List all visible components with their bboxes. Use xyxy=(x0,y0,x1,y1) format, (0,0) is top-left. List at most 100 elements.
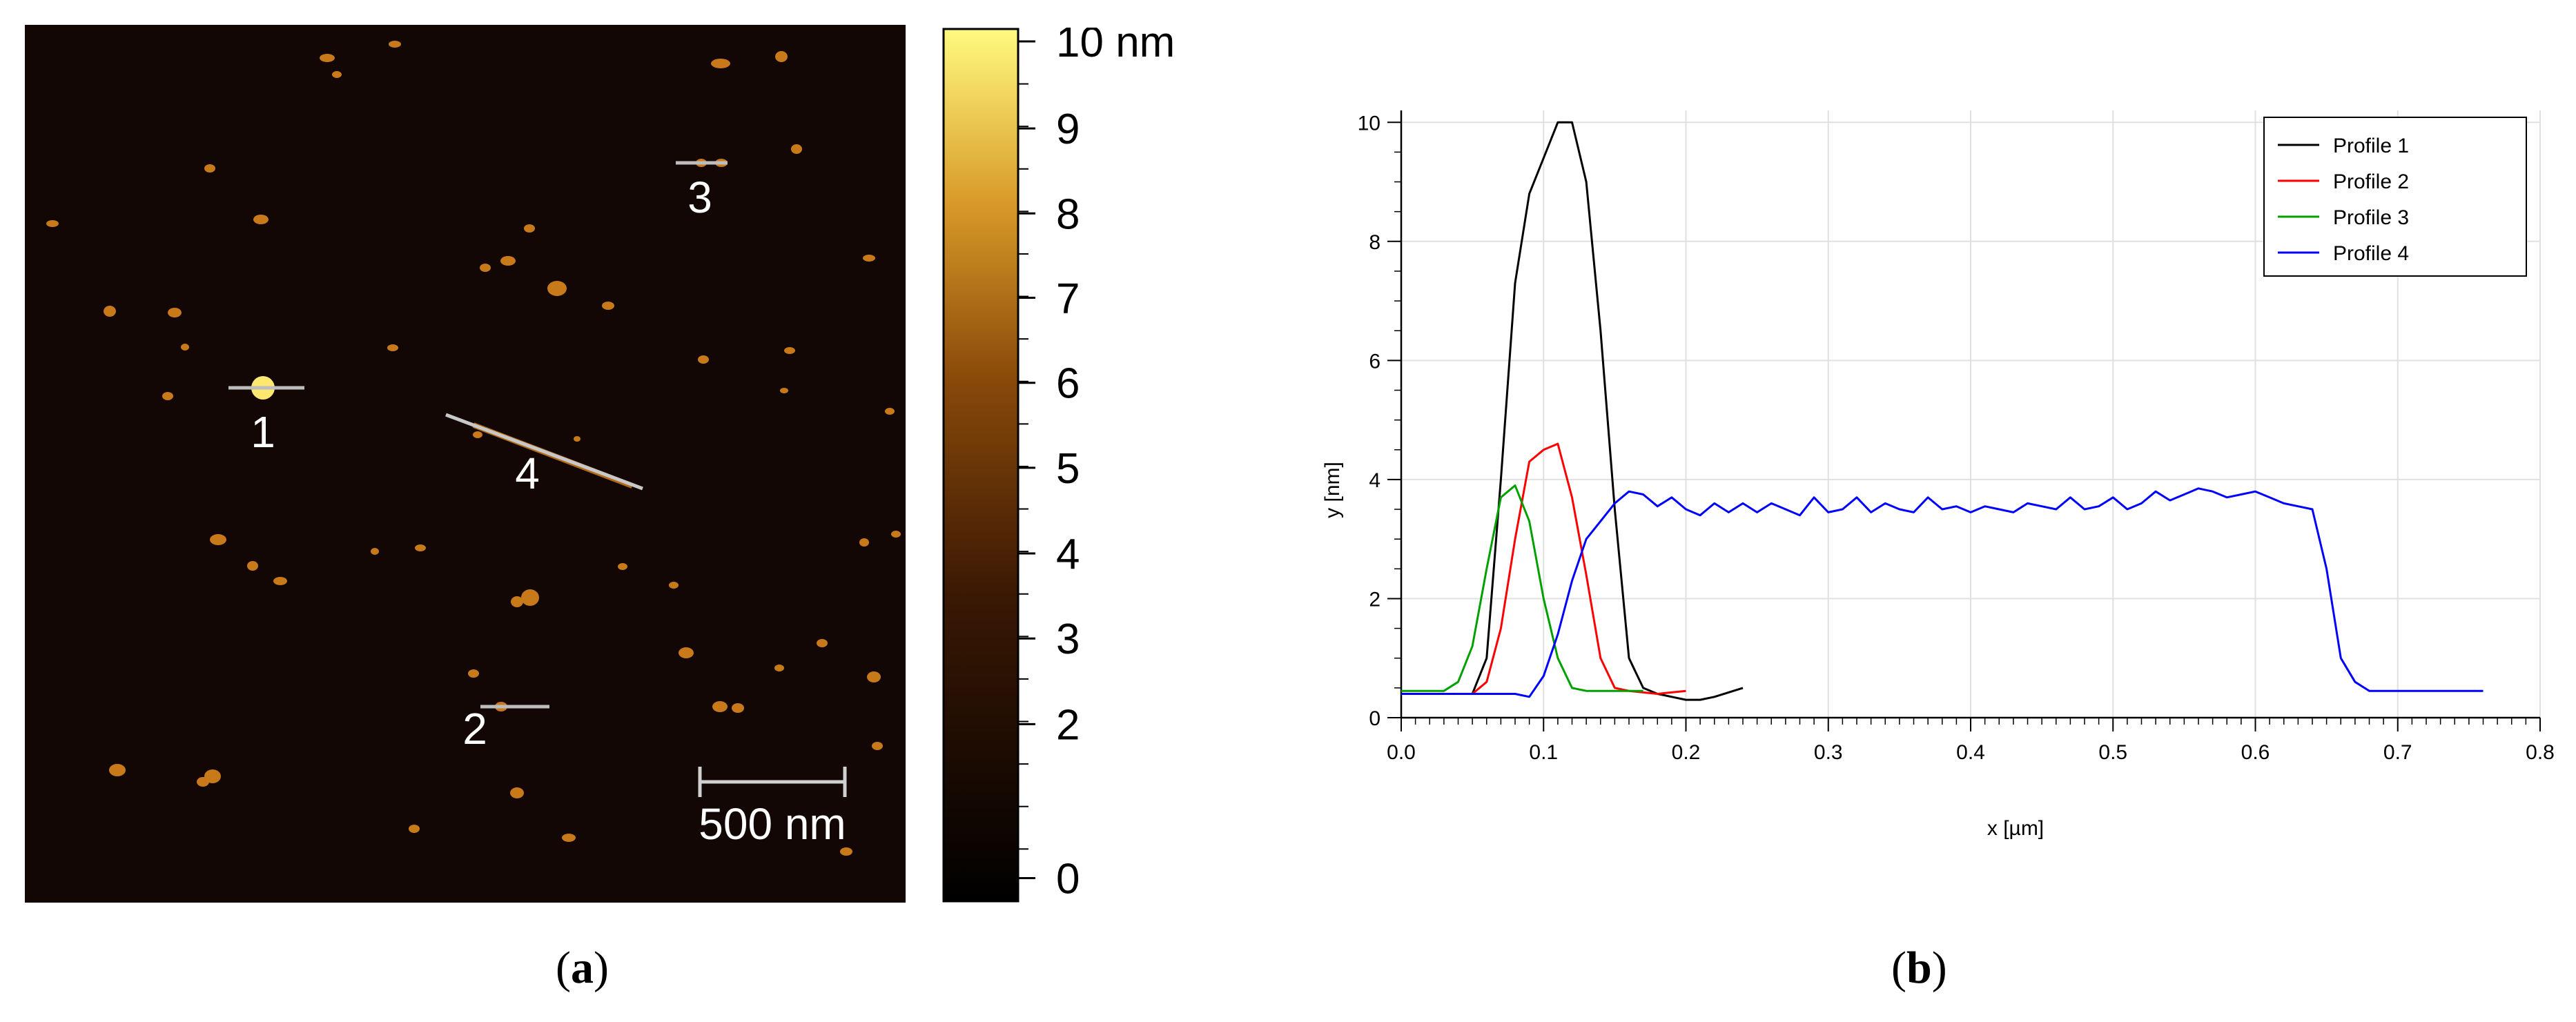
x-tick-label: 0.6 xyxy=(2241,741,2270,764)
afm-particle xyxy=(104,306,116,317)
afm-particle xyxy=(162,392,173,400)
colorbar-tick-label: 3 xyxy=(1056,616,1080,663)
colorbar-tick-label: 10 nm xyxy=(1056,28,1175,66)
afm-particle xyxy=(712,701,728,712)
profile-chart: 0.0 0.1 0.2 0.3 0.4 0.5 0.6 0.7 0.8 0 2 4 6 8 10 y [nm… xyxy=(1321,110,2555,840)
afm-particle xyxy=(547,281,567,296)
afm-particle xyxy=(562,834,576,842)
afm-particle xyxy=(510,787,524,798)
colorbar: 10 nm 9 8 7 6 5 4 3 2 0 xyxy=(942,28,1175,903)
legend-label: Profile 3 xyxy=(2333,206,2409,229)
colorbar-tick-label: 9 xyxy=(1056,106,1080,153)
afm-particle xyxy=(784,347,795,354)
colorbar-tick-label: 5 xyxy=(1056,445,1080,493)
x-tick-label: 0.7 xyxy=(2383,741,2412,764)
profile-4-line xyxy=(445,413,643,491)
afm-particle xyxy=(859,538,869,547)
afm-particle xyxy=(168,308,182,317)
afm-particle xyxy=(387,344,398,351)
legend-label: Profile 4 xyxy=(2333,242,2409,265)
afm-particle xyxy=(332,71,342,78)
afm-particle xyxy=(840,847,852,856)
plot-axes: 0.0 0.1 0.2 0.3 0.4 0.5 0.6 0.7 0.8 0 2 4 6 8 10 xyxy=(1358,110,2555,764)
colorbar-tick-label: 7 xyxy=(1056,275,1080,323)
scale-bar-label: 500 nm xyxy=(699,799,846,849)
afm-particle xyxy=(468,669,479,678)
y-tick-label: 0 xyxy=(1369,707,1380,730)
y-tick-label: 8 xyxy=(1369,231,1380,254)
afm-particle xyxy=(618,563,627,570)
afm-particle xyxy=(521,589,539,606)
afm-particle xyxy=(480,264,491,272)
y-axis-label: y [nm] xyxy=(1321,462,1344,518)
afm-background xyxy=(25,25,906,903)
afm-particle xyxy=(817,639,828,647)
series-line-1 xyxy=(1401,121,1744,701)
afm-particle xyxy=(711,59,730,68)
legend-box xyxy=(2263,117,2527,277)
colorbar-gradient xyxy=(942,28,1019,903)
afm-particle xyxy=(247,561,258,571)
afm-particle xyxy=(885,408,895,415)
particle-label-3: 3 xyxy=(687,173,712,222)
afm-particle xyxy=(867,671,881,682)
x-axis-label: x [µm] xyxy=(1987,817,2044,840)
afm-image: 1 2 3 4 500 nm xyxy=(25,25,906,903)
colorbar-tick-label: 2 xyxy=(1056,701,1080,749)
colorbar-tick-label: 6 xyxy=(1056,360,1080,408)
afm-particle xyxy=(775,51,788,62)
afm-particle xyxy=(524,224,535,233)
afm-particle xyxy=(891,531,901,538)
series-line-3 xyxy=(1401,484,1643,692)
afm-particle xyxy=(863,255,875,262)
plot-grid xyxy=(1401,110,2541,718)
x-tick-label: 0.8 xyxy=(2526,741,2555,764)
afm-particle xyxy=(602,302,614,310)
afm-particle xyxy=(574,436,580,442)
particle-label-1: 1 xyxy=(251,407,275,457)
afm-particle xyxy=(511,596,523,607)
afm-particle xyxy=(780,388,788,393)
legend-label: Profile 2 xyxy=(2333,170,2409,193)
legend-label: Profile 1 xyxy=(2333,135,2409,157)
panel-label-a: (a) xyxy=(556,943,609,993)
plot-series xyxy=(1401,121,2484,701)
colorbar-tick-label: 0 xyxy=(1056,856,1080,903)
afm-particle xyxy=(774,665,784,671)
afm-particle xyxy=(669,582,679,589)
afm-particle xyxy=(473,431,482,438)
afm-particle xyxy=(109,764,126,776)
afm-particle xyxy=(320,54,335,62)
colorbar-tick-label: 8 xyxy=(1056,190,1080,238)
x-tick-label: 0.4 xyxy=(1956,741,1985,764)
afm-particle xyxy=(872,742,883,750)
particle-label-2: 2 xyxy=(462,704,487,754)
x-tick-label: 0.0 xyxy=(1387,741,1416,764)
afm-particle xyxy=(46,220,59,227)
afm-particle xyxy=(273,577,287,585)
x-tick-label: 0.3 xyxy=(1814,741,1843,764)
afm-particle xyxy=(371,548,379,555)
y-tick-label: 10 xyxy=(1358,112,1380,135)
afm-particle xyxy=(181,344,189,351)
y-tick-label: 4 xyxy=(1369,469,1380,492)
afm-particle xyxy=(204,164,215,173)
afm-particle xyxy=(253,215,269,224)
x-tick-label: 0.5 xyxy=(2098,741,2127,764)
x-tick-label: 0.1 xyxy=(1529,741,1558,764)
afm-particle xyxy=(415,544,426,551)
afm-particle xyxy=(197,777,209,787)
scale-bar xyxy=(698,767,847,797)
afm-particle xyxy=(679,647,694,658)
y-tick-label: 6 xyxy=(1369,350,1380,373)
panel-label-b: (b) xyxy=(1891,943,1947,993)
afm-particle xyxy=(732,703,744,713)
x-tick-label: 0.2 xyxy=(1672,741,1701,764)
y-tick-label: 2 xyxy=(1369,588,1380,611)
afm-particle xyxy=(210,534,226,545)
afm-particle xyxy=(409,825,420,833)
afm-particle xyxy=(791,144,802,154)
afm-particle xyxy=(698,355,709,364)
legend: Profile 1 Profile 2 Profile 3 Profile 4 xyxy=(2263,117,2527,277)
colorbar-ticks: 10 nm 9 8 7 6 5 4 3 2 0 xyxy=(1018,28,1175,903)
